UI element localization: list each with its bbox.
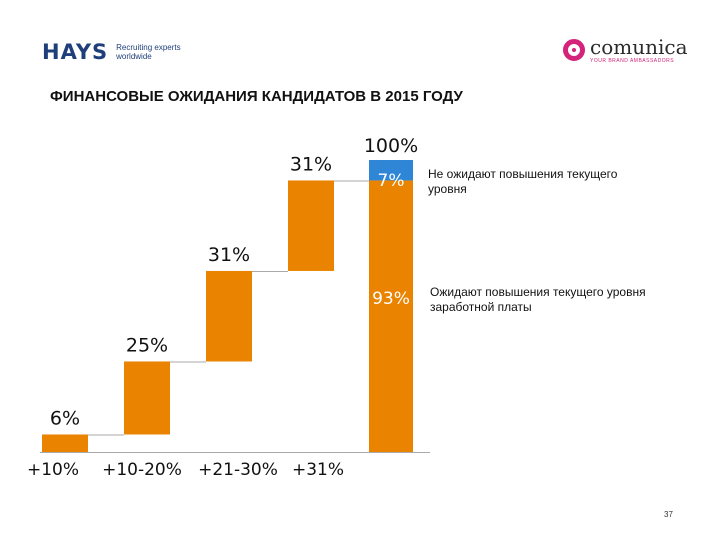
total-segment-expect-raise (369, 180, 413, 452)
comunica-logo-word: comunica (590, 35, 688, 59)
bar-3 (206, 270, 252, 362)
value-label-2: 25% (126, 334, 168, 356)
category-label-4: +31% (292, 460, 344, 480)
page-title: ФИНАНСОВЫЕ ОЖИДАНИЯ КАНДИДАТОВ В 2015 ГО… (50, 88, 463, 105)
category-label-3: +21-30% (198, 460, 278, 480)
hays-logo: HAYS Recruiting experts worldwide (42, 40, 196, 64)
value-label-3: 31% (208, 244, 250, 266)
description-no-raise: Не ожидают повышения текущего уровня (428, 167, 618, 196)
total-segment-no-raise-label: 7% (378, 171, 405, 191)
bar-2 (124, 361, 170, 435)
value-label-4: 31% (290, 153, 332, 175)
hays-logo-word: HAYS (42, 40, 109, 64)
bar-4 (288, 180, 334, 271)
value-label-1: 6% (50, 407, 80, 429)
hays-tagline: Recruiting experts worldwide (116, 43, 181, 61)
description-expect-raise: Ожидают повышения текущего уровня зарабо… (430, 285, 646, 314)
category-label-2: +10-20% (102, 460, 182, 480)
category-label-1: +10% (27, 460, 79, 480)
total-label: 100% (364, 135, 418, 157)
bar-1 (42, 434, 88, 452)
comunica-logo: comunica YOUR BRAND AMBASSADORS (563, 36, 688, 64)
comunica-tagline: YOUR BRAND AMBASSADORS (590, 58, 675, 64)
total-segment-no-raise (369, 160, 413, 181)
total-segment-expect-raise-label: 93% (372, 289, 410, 309)
page-number: 37 (664, 510, 673, 519)
comunica-logo-icon (563, 39, 585, 61)
